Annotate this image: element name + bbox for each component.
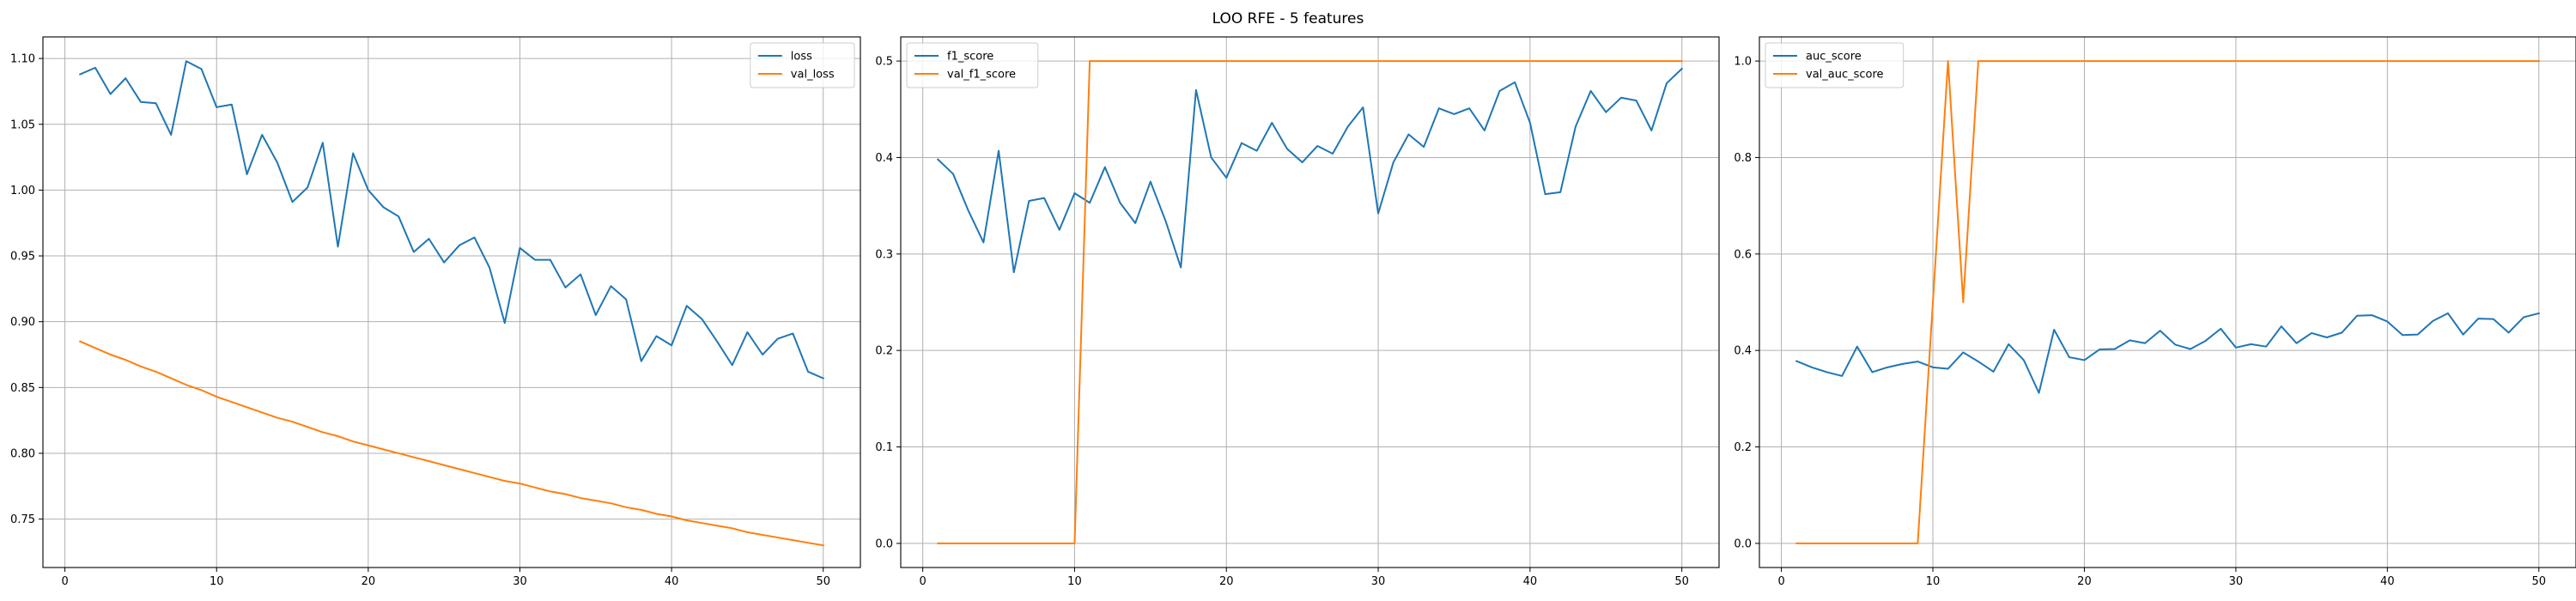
- y-tick-label: 0.90: [10, 316, 35, 329]
- legend: f1_score val_f1_score: [906, 42, 1039, 88]
- x-tick-label: 10: [1067, 575, 1082, 588]
- legend-label: val_loss: [791, 69, 835, 82]
- y-tick-label: 0.4: [1734, 345, 1752, 358]
- x-tick-label: 10: [1926, 575, 1941, 588]
- y-tick-label: 1.05: [10, 118, 35, 131]
- axes-frame: [42, 36, 861, 568]
- legend-frame: [1765, 42, 1905, 88]
- x-tick-label: 30: [513, 575, 527, 588]
- x-tick-label: 20: [361, 575, 376, 588]
- x-tick-label: 50: [2531, 575, 2546, 588]
- legend-frame: [750, 42, 855, 88]
- y-tick-label: 0.8: [1734, 152, 1752, 165]
- subplot-auc-score: 0 10 20 30 40 50 0.0 0.2 0.4 0.6 0.8 1.0 auc_scoreva…: [1734, 36, 2576, 588]
- subplot-loss: 0 10 20 30 40 50 0.75 0.80 0.85 0.90 0.95 1.00 1.05 1…: [10, 36, 861, 588]
- y-tick-label: 0.2: [1734, 441, 1752, 454]
- y-tick-label: 0.1: [875, 441, 893, 454]
- axes-frame: [1759, 36, 2576, 568]
- y-tick-label: 1.10: [10, 53, 35, 66]
- series-line-val-loss: [78, 340, 824, 547]
- y-tick-label: 0.5: [875, 56, 893, 69]
- legend-label: val_f1_score: [947, 69, 1016, 82]
- x-tick-label: 20: [2077, 575, 2092, 588]
- x-tick-label: 0: [61, 575, 68, 588]
- figure-title: LOO RFE - 5 features: [1212, 10, 1364, 27]
- series-line-f1-score: [936, 67, 1684, 274]
- x-tick-label: 0: [919, 575, 926, 588]
- y-tick-label: 0.80: [10, 447, 35, 460]
- x-tick-label: 0: [1777, 575, 1784, 588]
- y-tick-label: 0.3: [875, 248, 893, 261]
- x-tick-label: 50: [1674, 575, 1689, 588]
- y-tick-label: 0.0: [875, 537, 893, 550]
- x-tick-label: 30: [2229, 575, 2244, 588]
- y-tick-label: 1.00: [10, 185, 35, 197]
- legend-label: loss: [791, 51, 812, 64]
- y-tick-label: 0.2: [875, 345, 893, 358]
- x-tick-label: 50: [816, 575, 830, 588]
- legend-label: f1_score: [947, 51, 993, 64]
- series-line-val-f1-score: [937, 60, 1683, 544]
- y-tick-label: 0.95: [10, 251, 35, 264]
- x-tick-label: 40: [665, 575, 679, 588]
- y-tick-label: 0.6: [1734, 248, 1752, 261]
- y-tick-label: 0.4: [875, 152, 893, 165]
- y-tick-label: 1.0: [1734, 56, 1752, 69]
- x-tick-label: 10: [210, 575, 224, 588]
- legend-label: val_auc_score: [1806, 69, 1884, 82]
- y-tick-label: 0.75: [10, 513, 35, 526]
- x-tick-label: 40: [2380, 575, 2395, 588]
- legend: loss val_loss: [750, 42, 855, 88]
- legend-label: auc_score: [1806, 51, 1862, 64]
- legend-frame: [906, 42, 1039, 88]
- subplot-f1-score: 0 10 20 30 40 50 0.0 0.1 0.2 0.3 0.4 0.5 f1_scoreval…: [875, 36, 1720, 588]
- y-tick-label: 0.0: [1734, 537, 1752, 550]
- series-line-loss: [78, 60, 825, 379]
- x-tick-label: 20: [1219, 575, 1234, 588]
- legend: auc_score val_auc_score: [1765, 42, 1905, 88]
- series-line-val-auc-score: [1795, 60, 2540, 544]
- y-tick-label: 0.85: [10, 382, 35, 395]
- x-tick-label: 40: [1523, 575, 1538, 588]
- x-tick-label: 30: [1371, 575, 1386, 588]
- axes-frame: [900, 36, 1720, 568]
- series-line-auc-score: [1795, 312, 2540, 394]
